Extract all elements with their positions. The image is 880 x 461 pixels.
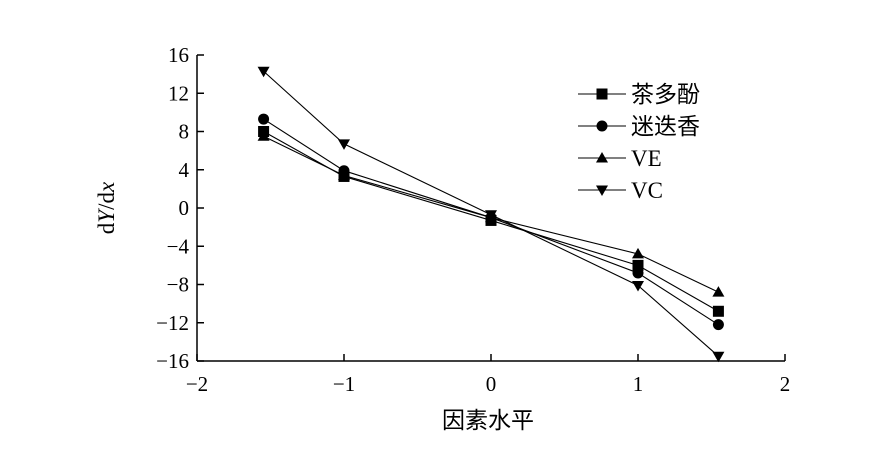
legend-entry: VC <box>578 178 663 203</box>
y-tick-label: 16 <box>168 43 189 67</box>
y-tick-label: 12 <box>168 81 189 105</box>
legend-marker <box>596 185 608 196</box>
data-point <box>632 259 644 271</box>
data-point <box>257 130 270 141</box>
data-point <box>338 169 350 180</box>
x-axis-label: 因素水平 <box>442 408 534 433</box>
legend-label: VE <box>631 146 662 171</box>
legend-entry: VE <box>578 146 662 171</box>
y-tick-label: −16 <box>156 349 189 373</box>
y-tick-label: 0 <box>179 196 190 220</box>
data-point <box>257 66 270 78</box>
series-layer <box>257 66 725 363</box>
data-point <box>712 351 725 363</box>
y-tick-label: 4 <box>179 158 190 182</box>
legend-entry: 茶多酚 <box>578 82 700 107</box>
x-tick-label: −1 <box>333 372 355 396</box>
legend-marker <box>596 120 608 132</box>
y-tick-label: −4 <box>167 234 190 258</box>
legend-label: 茶多酚 <box>631 82 700 107</box>
x-tick-label: −2 <box>186 372 208 396</box>
data-point <box>258 113 270 125</box>
data-point <box>485 210 497 221</box>
data-point <box>712 319 724 331</box>
x-tick-label: 2 <box>780 372 791 396</box>
legend-label: 迷迭香 <box>631 114 700 139</box>
legend-label: VC <box>631 178 663 203</box>
series-3 <box>257 66 725 363</box>
legend-entry: 迷迭香 <box>578 114 700 139</box>
data-point <box>632 247 644 259</box>
data-point <box>712 286 725 297</box>
data-point <box>632 280 644 292</box>
y-axis-label: dY/dx <box>94 181 119 234</box>
data-point <box>338 139 350 150</box>
x-tick-label: 1 <box>633 372 644 396</box>
x-tick-label: 0 <box>486 372 497 396</box>
data-point <box>632 267 644 279</box>
data-point <box>712 305 724 317</box>
legend-marker <box>596 88 608 100</box>
y-tick-label: −12 <box>156 311 189 335</box>
y-tick-label: −8 <box>167 273 189 297</box>
legend-marker <box>596 152 608 163</box>
y-tick-label: 8 <box>179 120 190 144</box>
